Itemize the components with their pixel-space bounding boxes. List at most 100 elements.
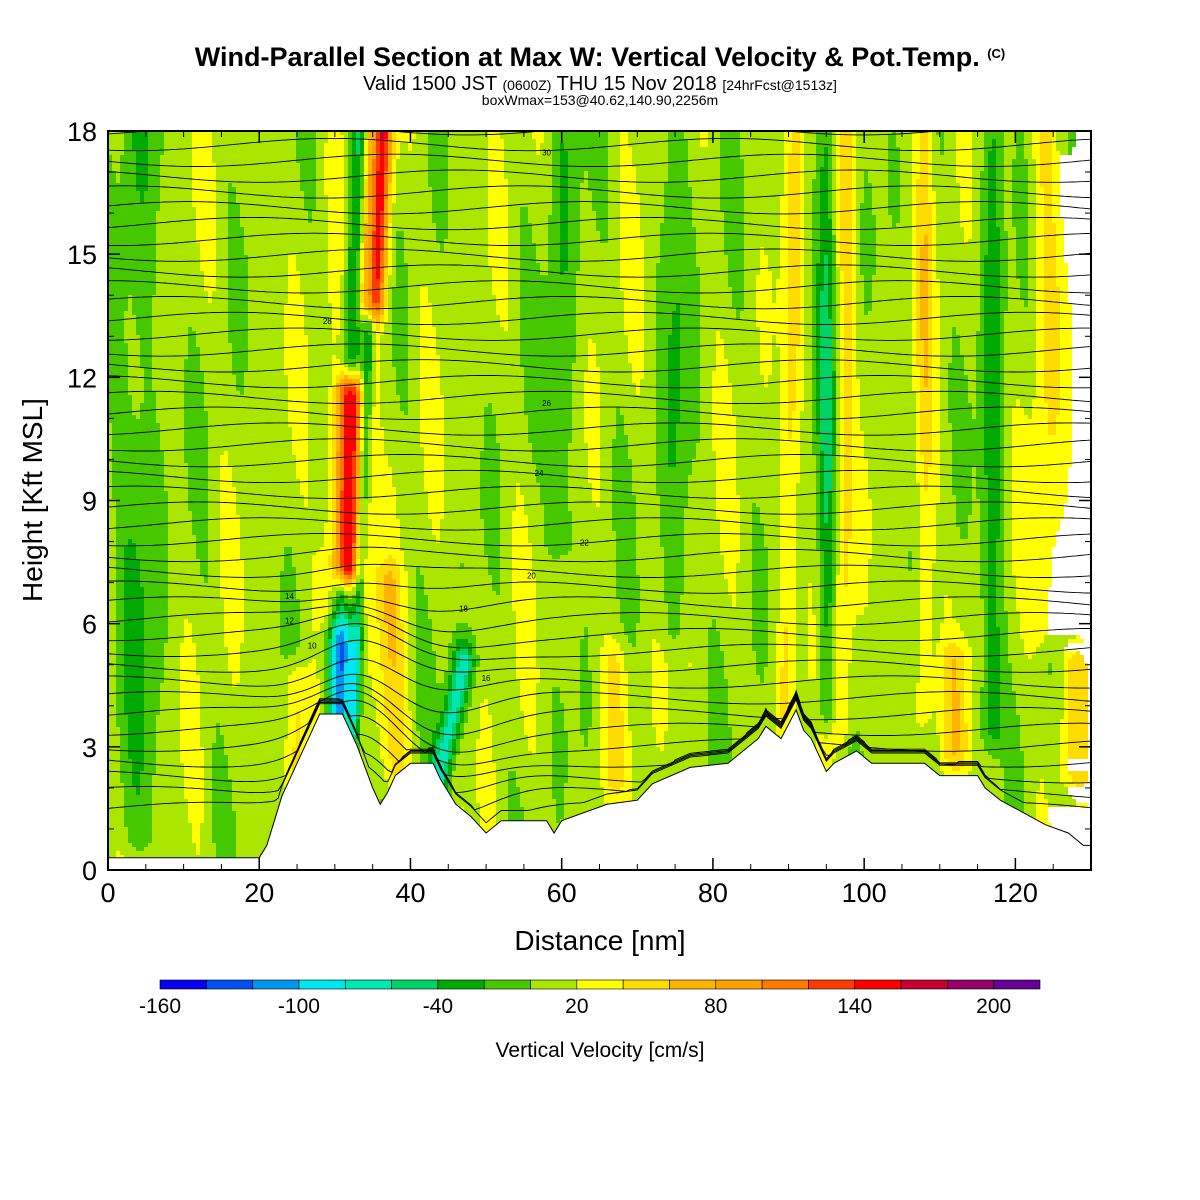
- colorbar-tick-label: -40: [423, 995, 453, 1018]
- terrain: [108, 708, 1091, 870]
- valid-date: THU 15 Nov 2018: [556, 73, 717, 95]
- colorbar-tick-label: 200: [976, 995, 1011, 1018]
- colorbar-swatch: [947, 979, 994, 990]
- colorbar-swatch: [900, 979, 948, 990]
- isentrope-label: 22: [580, 539, 589, 548]
- colorbar-label: Vertical Velocity [cm/s]: [496, 1039, 705, 1062]
- isentrope-label: 12: [285, 617, 294, 626]
- isentrope-line: [108, 604, 1091, 633]
- box-info: boxWmax=153@40.62,140.90,2256m: [481, 92, 719, 108]
- isentrope-label: 16: [482, 674, 491, 683]
- isentrope-line: [108, 232, 1091, 246]
- isentrope-label: 30: [542, 149, 551, 158]
- valid-prefix: Valid 1500 JST: [363, 73, 497, 95]
- isentrope-label: 10: [308, 641, 317, 650]
- isentrope-line: [108, 697, 1091, 811]
- isentrope-line: [108, 406, 1091, 420]
- isentrope-line: [108, 169, 1091, 183]
- isentrope-line: [108, 137, 1091, 152]
- chart-title: Wind-Parallel Section at Max W: Vertical…: [0, 42, 1200, 73]
- colorbar-swatch: [483, 979, 531, 990]
- colorbar-swatch: [159, 979, 207, 990]
- forecast-info: [24hrFcst@1513z]: [722, 77, 837, 93]
- x-tick-label: 0: [100, 878, 115, 908]
- isentrope-line: [108, 546, 1091, 563]
- x-tick-label: 20: [244, 878, 274, 908]
- x-tick-label: 100: [842, 878, 887, 908]
- isentrope-line: [108, 611, 1091, 649]
- isentrope-line: [108, 563, 1091, 578]
- y-tick-label: 3: [82, 733, 97, 763]
- colorbar-swatch: [252, 979, 300, 990]
- isentrope-label: 20: [527, 572, 536, 581]
- isentrope-line: [108, 683, 1091, 736]
- isentrope-line: [108, 698, 1091, 824]
- y-tick-label: 6: [82, 610, 97, 640]
- isentrope-line: [108, 280, 1091, 294]
- isentrope-line: [108, 580, 1091, 594]
- colorbar-swatch: [993, 979, 1041, 990]
- isentrope-line: [108, 343, 1091, 357]
- colorbar-swatch: [761, 979, 809, 990]
- colorbar-tick-label: 140: [837, 995, 872, 1018]
- isentrope-line: [108, 153, 1091, 167]
- y-axis-label: Height [Kft MSL]: [17, 398, 48, 602]
- isentrope-line: [108, 454, 1091, 468]
- isentrope-label: 24: [535, 469, 544, 478]
- isentrope-line: [108, 695, 1091, 794]
- isentrope-line: [108, 185, 1091, 199]
- isentrope-line: [108, 485, 1091, 499]
- isentrope-line: [108, 693, 1091, 766]
- x-tick-label: 60: [547, 878, 577, 908]
- isentrope-line: [108, 248, 1091, 262]
- isentrope-line: [108, 501, 1091, 515]
- colorbar: -160 -100 -40 20 80 140 200: [139, 979, 1041, 1018]
- y-tick-label: 0: [82, 856, 97, 886]
- colorbar-swatch: [622, 979, 670, 990]
- colorbar-tick-label: 80: [704, 995, 727, 1018]
- isentrope-line: [108, 375, 1091, 389]
- valid-utc: (0600Z): [502, 77, 552, 93]
- x-tick-label: 120: [993, 878, 1038, 908]
- isentrope-label: 18: [459, 604, 468, 613]
- isentrope-line: [108, 216, 1091, 231]
- x-axis-label: Distance [nm]: [514, 925, 685, 956]
- colorbar-tick-label: -100: [278, 995, 320, 1018]
- colorbar-tick-label: -160: [139, 995, 181, 1018]
- colorbar-swatch: [808, 979, 856, 990]
- chart-title-text: Wind-Parallel Section at Max W: Vertical…: [194, 42, 980, 72]
- isentrope-line: [108, 311, 1091, 326]
- potential-temperature-contours: 10 12 14 16 18 20 22 24 26 28 30: [108, 131, 1091, 824]
- x-tick-label: 40: [395, 878, 425, 908]
- y-axis: 0 3 6 9 12 15 18: [67, 117, 1091, 886]
- isentrope-line: [108, 623, 1091, 661]
- isentrope-line: [108, 596, 1091, 612]
- isentrope-line: [108, 517, 1091, 531]
- colorbar-swatch: [715, 979, 763, 990]
- colorbar-swatch: [391, 979, 439, 990]
- isentrope-line: [108, 422, 1091, 436]
- terrain-profile: [108, 708, 1091, 870]
- isentrope-line: [108, 658, 1091, 691]
- isentrope-line: [108, 264, 1091, 278]
- colorbar-swatch: [576, 979, 624, 990]
- colorbar-tick-label: 20: [565, 995, 588, 1018]
- colorbar-swatch: [437, 979, 485, 990]
- isentrope-line: [108, 327, 1091, 341]
- isentrope-line: [108, 533, 1091, 547]
- y-tick-label: 12: [67, 363, 97, 393]
- y-tick-label: 9: [82, 487, 97, 517]
- isentrope-line: [108, 359, 1091, 373]
- isentrope-line: [108, 639, 1091, 673]
- x-axis: 0 20 40 60 80 100 120: [100, 131, 1092, 908]
- isentrope-label: 28: [323, 317, 332, 326]
- isentrope-line: [108, 390, 1091, 405]
- isentrope-line: [108, 469, 1091, 484]
- isentrope-label: 26: [542, 399, 551, 408]
- colorbar-swatch: [669, 979, 717, 990]
- vertical-velocity-field: [108, 131, 1088, 870]
- isentrope-label: 14: [285, 592, 294, 601]
- isentrope-line: [108, 201, 1091, 215]
- colorbar-swatch: [206, 979, 253, 990]
